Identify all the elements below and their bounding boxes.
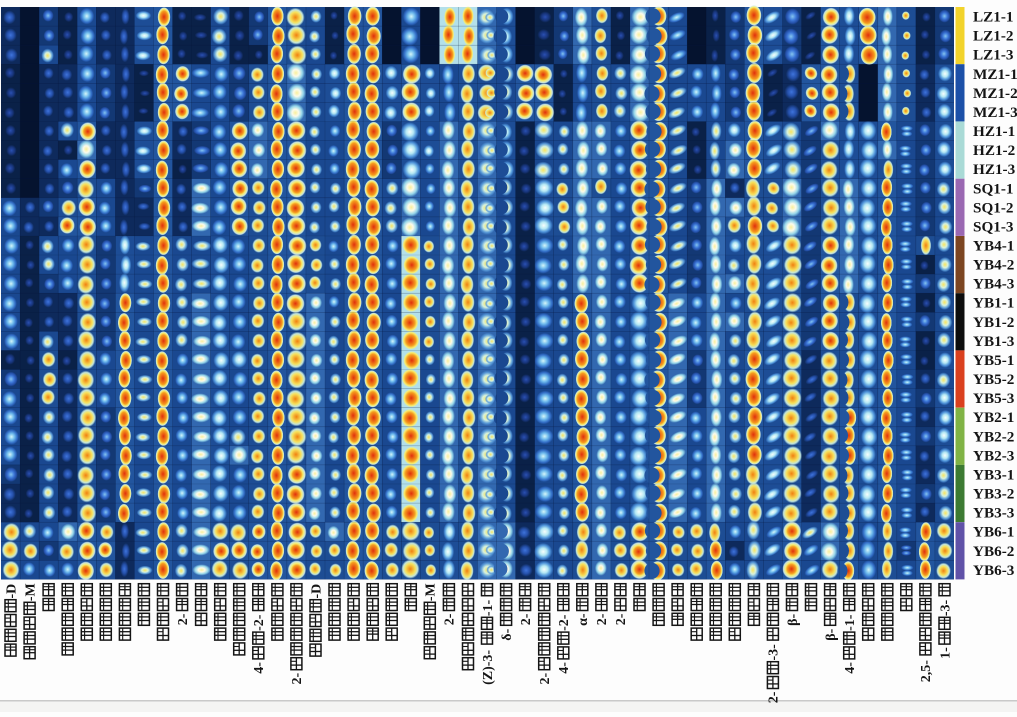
svg-text:YB5-1: YB5-1 [973,352,1014,369]
svg-text:YB5-2: YB5-2 [973,371,1014,388]
svg-text:HZ1-1: HZ1-1 [973,123,1015,140]
svg-text:MZ1-1: MZ1-1 [973,66,1017,83]
svg-text:-2-: -2- [557,614,572,631]
svg-text:YB5-3: YB5-3 [973,390,1015,407]
svg-text:2-: 2- [595,613,610,625]
svg-text:β-: β- [786,614,801,626]
svg-text:SQ1-2: SQ1-2 [973,199,1014,216]
svg-text:YB6-2: YB6-2 [973,543,1014,560]
svg-text:YB4-1: YB4-1 [973,238,1014,255]
svg-text:LZ1-2: LZ1-2 [973,28,1014,45]
svg-text:YB1-2: YB1-2 [973,314,1014,331]
svg-text:YB4-2: YB4-2 [973,257,1014,274]
svg-text:LZ1-1: LZ1-1 [973,9,1014,26]
svg-text:-3-: -3- [938,599,953,616]
svg-text:YB2-1: YB2-1 [973,409,1014,426]
svg-text:YB2-3: YB2-3 [973,447,1015,464]
svg-text:2-: 2- [614,613,629,625]
svg-text:-D: -D [309,584,324,599]
svg-text:2-: 2- [519,613,534,625]
svg-text:HZ1-3: HZ1-3 [973,161,1016,178]
svg-text:1-: 1- [938,647,953,659]
svg-text:SQ1-3: SQ1-3 [973,218,1014,235]
svg-text:-1-: -1- [481,599,496,616]
svg-text:YB3-3: YB3-3 [973,505,1015,522]
svg-text:(Z)-3-: (Z)-3- [481,650,496,685]
svg-text:4-: 4- [843,662,858,674]
svg-text:MZ1-3: MZ1-3 [973,104,1017,121]
svg-text:YB6-1: YB6-1 [973,524,1014,541]
svg-text:2-: 2- [176,613,191,625]
svg-text:LZ1-3: LZ1-3 [973,47,1014,64]
svg-text:2,5-: 2,5- [919,660,934,683]
svg-text:-1-: -1- [843,614,858,631]
svg-text:YB1-1: YB1-1 [973,295,1014,312]
svg-text:YB3-1: YB3-1 [973,467,1014,484]
svg-text:2-: 2- [290,673,305,685]
svg-text:-M: -M [23,583,38,601]
svg-text:-M: -M [424,583,439,601]
svg-text:4-: 4- [557,662,572,674]
svg-text:β-: β- [824,628,839,640]
svg-text:YB2-2: YB2-2 [973,428,1014,445]
svg-text:2-: 2- [538,673,553,685]
svg-text:δ-: δ- [500,628,515,640]
svg-text:-2-: -2- [252,614,267,631]
svg-text:-D: -D [4,584,19,599]
svg-text:YB4-3: YB4-3 [973,276,1015,293]
svg-text:4-: 4- [252,662,267,674]
svg-text:SQ1-1: SQ1-1 [973,180,1014,197]
svg-text:YB1-3: YB1-3 [973,333,1015,350]
svg-text:2-: 2- [767,691,782,703]
svg-text:MZ1-2: MZ1-2 [973,85,1017,102]
svg-text:2-: 2- [443,613,458,625]
svg-text:HZ1-2: HZ1-2 [973,142,1015,159]
svg-text:YB6-3: YB6-3 [973,562,1015,579]
svg-text:α-: α- [576,613,591,626]
svg-text:-3-: -3- [767,644,782,661]
svg-text:YB3-2: YB3-2 [973,486,1014,503]
